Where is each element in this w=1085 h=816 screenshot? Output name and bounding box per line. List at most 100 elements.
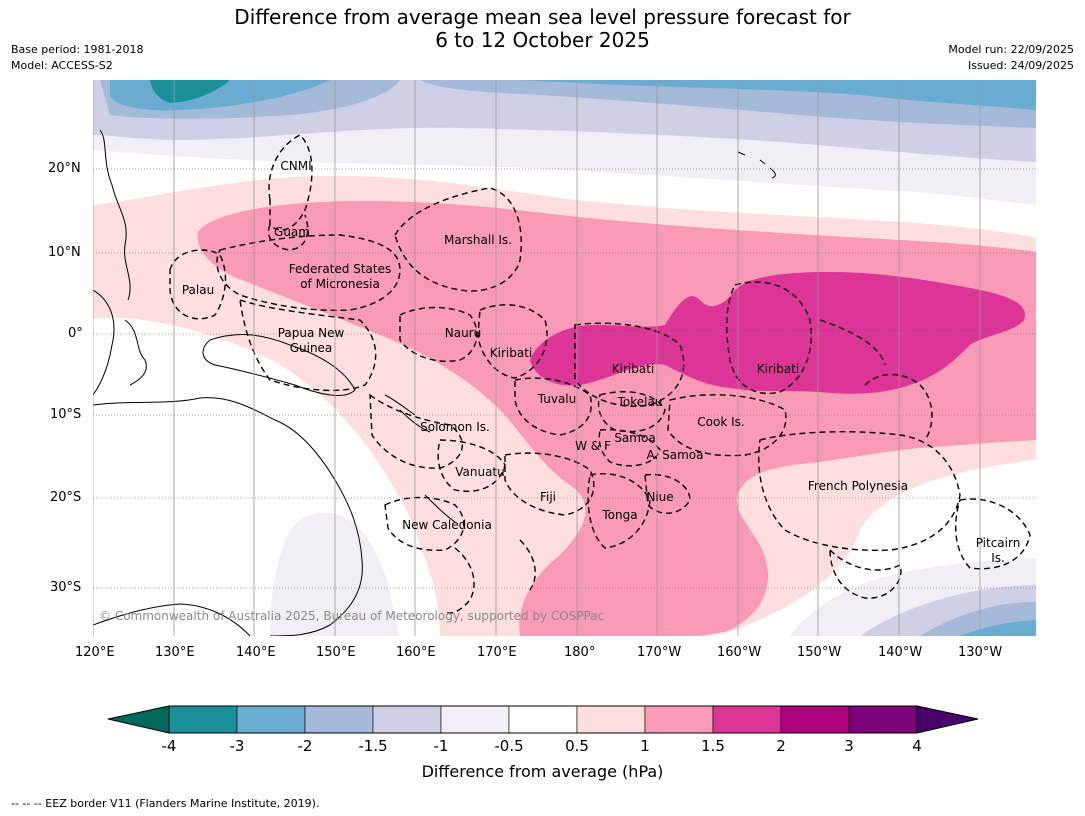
meta-left: Base period: 1981-2018 Model: ACCESS-S2 xyxy=(11,42,143,74)
eez-solomon xyxy=(369,393,463,469)
label-guam: Guam xyxy=(274,225,310,239)
meta-right: Model run: 22/09/2025 Issued: 24/09/2025 xyxy=(948,42,1074,74)
lon-tick-130e: 130°E xyxy=(155,645,195,660)
label-niue: Niue xyxy=(646,490,673,504)
model-name: Model: ACCESS-S2 xyxy=(11,59,113,72)
cb-label: -1.5 xyxy=(358,737,388,755)
label-marshall: Marshall Is. xyxy=(444,233,512,247)
colorbar-segment-p1-to-1-5 xyxy=(644,705,714,734)
colorbar-segment-neg1-to-neg0-5 xyxy=(440,705,510,734)
contour-neg2-south xyxy=(960,620,1036,636)
label-fiji: Fiji xyxy=(540,490,556,504)
label-cook: Cook Is. xyxy=(697,415,744,429)
cb-label: 0.5 xyxy=(565,737,589,755)
cb-label: -1 xyxy=(433,737,449,755)
colorbar-over xyxy=(917,706,978,733)
eez-borders xyxy=(169,134,1031,614)
coastlines xyxy=(93,129,776,636)
colorbar-segment-neg1-5-to-neg1 xyxy=(372,705,442,734)
eez-new-caledonia xyxy=(384,496,465,552)
colorbar-segment-p3-to-4 xyxy=(848,705,918,734)
cb-label: -4 xyxy=(161,737,177,755)
eez-palau xyxy=(169,249,227,320)
meridians xyxy=(93,80,981,636)
lat-tick-eq: 0° xyxy=(68,326,83,341)
eez-nauru xyxy=(399,306,478,362)
issued-date: Issued: 24/09/2025 xyxy=(967,59,1074,72)
label-wf: W & F xyxy=(575,439,611,453)
lat-tick-10s: 10°S xyxy=(50,407,82,422)
colorbar-segment-p1-5-to-2 xyxy=(712,705,782,734)
colorbar xyxy=(107,705,979,734)
label-samoa: Samoa xyxy=(614,431,655,445)
cb-label: -3 xyxy=(229,737,245,755)
eez-fiji-wf xyxy=(504,452,595,516)
contour-neg3-north xyxy=(150,80,230,103)
cb-label: 1.5 xyxy=(701,737,725,755)
coast-sulawesi xyxy=(124,319,147,386)
coast-philippines xyxy=(99,129,131,301)
lon-tick-150w: 150°W xyxy=(797,645,842,660)
label-nauru: Nauru xyxy=(445,326,481,340)
cb-label: -2 xyxy=(297,737,313,755)
label-vanuatu: Vanuatu xyxy=(455,465,505,479)
pressure-anomaly-field: CNMI Guam Marshall Is. Federated States … xyxy=(93,80,1036,636)
lon-tick-170e: 170°E xyxy=(477,645,517,660)
label-tokelau: Tokelau xyxy=(617,395,663,409)
label-fsm-1: Federated States xyxy=(289,262,391,276)
contour-neg0-5-south xyxy=(270,512,1036,636)
label-cnmi: CNMI xyxy=(280,159,311,173)
cb-label: 3 xyxy=(844,737,854,755)
colorbar-segment-neg2-to-neg1-5 xyxy=(304,705,374,734)
model-run: Model run: 22/09/2025 xyxy=(948,43,1074,56)
coast-new-guinea xyxy=(202,334,356,396)
label-pitcairn-2: Is. xyxy=(991,551,1005,565)
cb-label: 2 xyxy=(776,737,786,755)
map-title: Difference from average mean sea level p… xyxy=(0,6,1085,52)
eez-png xyxy=(239,298,377,392)
colorbar-segment-neg0-5-to-0-5 xyxy=(508,705,578,734)
colorbar-segment-neg3-to-neg2 xyxy=(236,705,306,734)
eez-pitcairn xyxy=(955,498,1031,570)
label-new-caledonia: New Caledonia xyxy=(402,518,492,532)
eez-samoa xyxy=(598,428,661,467)
label-tonga: Tonga xyxy=(601,508,637,522)
eez-kiribati-e xyxy=(726,281,886,395)
eez-tokelau xyxy=(597,391,666,433)
lon-tick-140e: 140°E xyxy=(236,645,276,660)
lat-tick-30s: 30°S xyxy=(50,580,82,595)
contour-1-5 xyxy=(530,272,1026,394)
cb-label: 4 xyxy=(912,737,922,755)
lat-tick-20s: 20°S xyxy=(50,490,82,505)
label-png-2: Guinea xyxy=(290,341,333,355)
colorbar-segment-p0-5-to-1 xyxy=(576,705,646,734)
label-a-samoa: A. Samoa xyxy=(647,448,704,462)
colorbar-segment-lt-neg4-to-neg3 xyxy=(168,705,238,734)
label-fsm-2: of Micronesia xyxy=(300,277,380,291)
lon-tick-140w: 140°W xyxy=(878,645,923,660)
label-solomon: Solomon Is. xyxy=(420,420,490,434)
label-kiribati-east: Kiribati xyxy=(757,362,799,376)
cb-label: 1 xyxy=(640,737,650,755)
colorbar-segment-p2-to-3 xyxy=(780,705,850,734)
eez-tonga xyxy=(587,473,651,549)
region-labels: CNMI Guam Marshall Is. Federated States … xyxy=(182,159,1020,565)
colorbar-under xyxy=(108,706,169,733)
colorbar-title: Difference from average (hPa) xyxy=(421,762,664,781)
eez-fsm xyxy=(216,234,401,312)
title-line-1: Difference from average mean sea level p… xyxy=(234,5,851,29)
eez-french-polynesia xyxy=(758,373,961,552)
eez-south xyxy=(444,539,902,614)
label-palau: Palau xyxy=(182,283,214,297)
label-tuvalu: Tuvalu xyxy=(537,392,577,406)
lon-tick-120e: 120°E xyxy=(75,645,115,660)
label-pitcairn-1: Pitcairn xyxy=(976,536,1021,550)
lat-tick-20n: 20°N xyxy=(48,161,81,176)
lon-tick-180: 180° xyxy=(564,645,596,660)
base-period: Base period: 1981-2018 xyxy=(11,43,144,56)
label-kiribati-west: Kiribati xyxy=(490,346,532,360)
label-french-polynesia: French Polynesia xyxy=(808,479,908,493)
eez-cnmi xyxy=(268,134,313,231)
lon-tick-150e: 150°E xyxy=(316,645,356,660)
